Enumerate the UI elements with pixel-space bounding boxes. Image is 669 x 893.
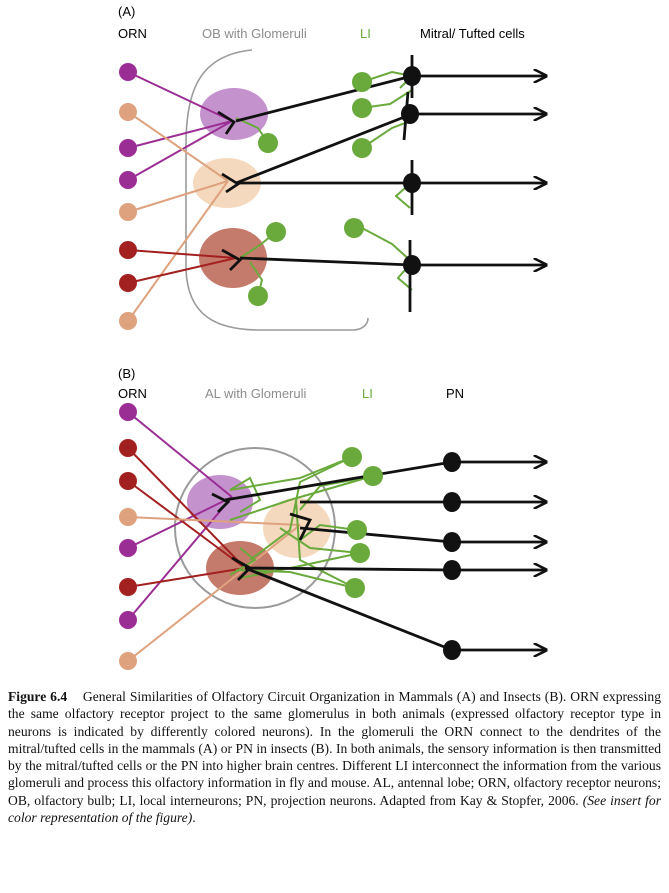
caption-text: General Similarities of Olfactory Circui… bbox=[8, 689, 662, 808]
panel-b-li-label: LI bbox=[362, 386, 373, 401]
li-cells-a bbox=[248, 72, 372, 306]
orn-axons-b bbox=[127, 411, 301, 662]
caption-end: . bbox=[192, 810, 196, 826]
panel-b-bulb-label: AL with Glomeruli bbox=[205, 386, 306, 401]
mitral-cell-axons bbox=[217, 55, 545, 312]
figure-number: Figure 6.4 bbox=[8, 689, 68, 704]
figure-caption: Figure 6.4 General Similarities of Olfac… bbox=[8, 688, 661, 826]
orn-cells-b bbox=[119, 403, 137, 670]
mitral-cells bbox=[401, 66, 421, 275]
panel-a-output-label: Mitral/ Tufted cells bbox=[420, 26, 525, 41]
panel-b-letter: (B) bbox=[118, 366, 135, 381]
panel-a: (A) ORN OB with Glomeruli LI Mitral/ Tuf… bbox=[118, 4, 545, 331]
pn-axons bbox=[211, 462, 545, 650]
li-cells-b bbox=[342, 447, 383, 598]
panel-b-orn-label: ORN bbox=[118, 386, 147, 401]
orn-axons-a bbox=[127, 71, 237, 322]
caption-color-note: (See insert for color representation of … bbox=[8, 792, 661, 826]
panel-a-li-label: LI bbox=[360, 26, 371, 41]
panel-a-orn-label: ORN bbox=[118, 26, 147, 41]
panel-b: (B) ORN AL with Glomeruli LI PN bbox=[118, 366, 545, 670]
pn-cells bbox=[443, 452, 461, 660]
panel-a-letter: (A) bbox=[118, 4, 135, 19]
panel-a-bulb-label: OB with Glomeruli bbox=[202, 26, 307, 41]
orn-cells-a bbox=[119, 63, 137, 330]
glomerulus-purple bbox=[200, 88, 268, 140]
olfactory-circuit-figure: (A) ORN OB with Glomeruli LI Mitral/ Tuf… bbox=[118, 4, 669, 670]
panel-b-output-label: PN bbox=[446, 386, 464, 401]
olfactory-bulb-outline bbox=[185, 49, 369, 331]
